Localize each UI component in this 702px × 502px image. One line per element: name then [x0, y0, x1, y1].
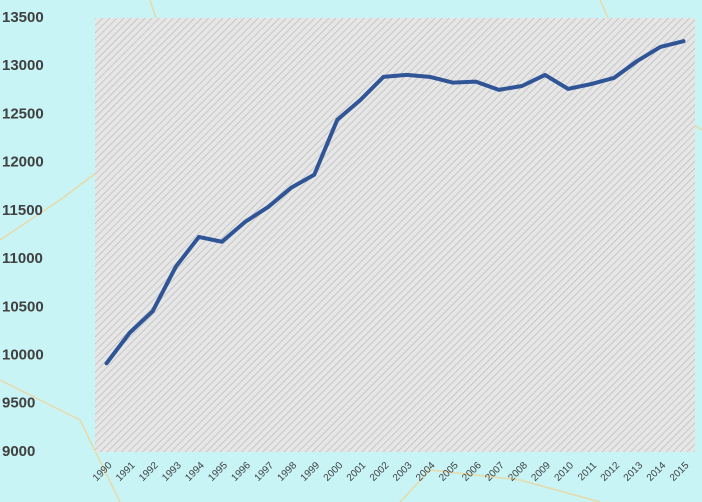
y-tick-label: 9500: [2, 395, 35, 412]
y-tick-label: 10000: [2, 347, 44, 364]
plot-area: [95, 18, 695, 452]
y-tick-label: 10500: [2, 298, 44, 315]
y-tick-label: 9000: [2, 443, 35, 460]
y-tick-label: 11000: [2, 250, 43, 267]
data-line: [104, 39, 686, 366]
y-tick-label: 13500: [2, 9, 44, 26]
y-tick-label: 12500: [2, 105, 44, 122]
y-tick-label: 13000: [2, 57, 44, 74]
y-tick-label: 11500: [2, 202, 43, 219]
y-tick-label: 12000: [2, 154, 44, 171]
